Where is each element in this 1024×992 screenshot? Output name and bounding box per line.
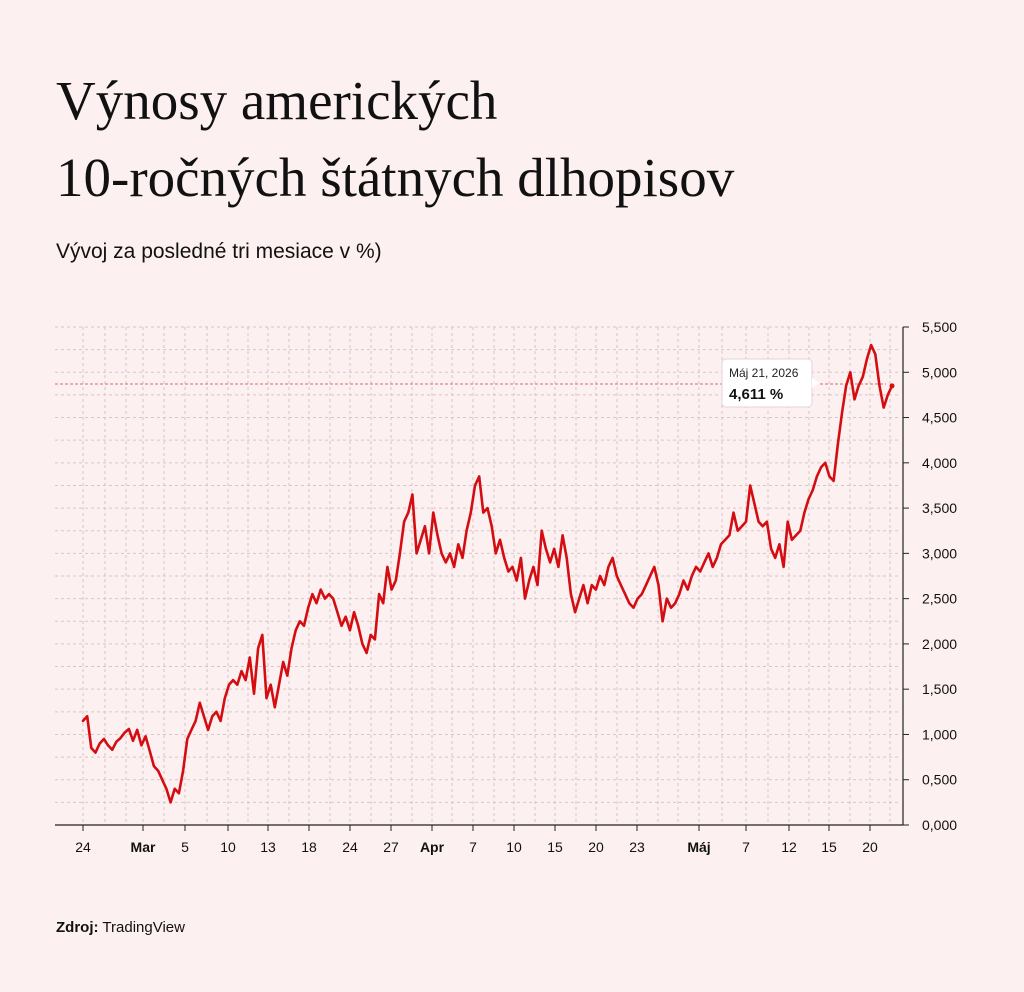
tooltip-value: 4,611 % <box>729 386 783 403</box>
x-tick-label: 24 <box>342 839 358 855</box>
y-tick-label: 1,000 <box>922 726 957 742</box>
x-tick-label: Mar <box>131 839 156 855</box>
tooltip-pointer <box>812 378 820 388</box>
x-tick-label: 18 <box>301 839 317 855</box>
source-note: Zdroj: TradingView <box>56 919 185 936</box>
x-tick-label: Apr <box>420 839 445 855</box>
y-tick-label: 5,000 <box>922 364 957 380</box>
y-tick-label: 2,000 <box>922 636 957 652</box>
series-line <box>81 343 894 804</box>
x-tick-label: 12 <box>781 839 797 855</box>
y-tick-label: 1,500 <box>922 681 957 697</box>
y-tick-label: 3,000 <box>922 545 957 561</box>
x-tick-label: 15 <box>547 839 563 855</box>
tooltip: Máj 21, 2026 4,611 % <box>721 358 820 408</box>
x-tick-label: 13 <box>260 839 276 855</box>
x-tick-label: 10 <box>506 839 522 855</box>
chart-title: Výnosy amerických 10-ročných štátnych dl… <box>56 62 956 216</box>
x-tick-label: 7 <box>469 839 477 855</box>
source-value: TradingView <box>102 919 185 936</box>
y-tick-label: 4,000 <box>922 455 957 471</box>
y-tick-label: 0,000 <box>922 817 957 833</box>
x-tick-label: 23 <box>629 839 645 855</box>
x-tick-label: 7 <box>742 839 750 855</box>
x-tick-label: 15 <box>821 839 837 855</box>
x-tick-label: 24 <box>75 839 91 855</box>
y-tick-label: 4,500 <box>922 410 957 426</box>
x-tick-label: 27 <box>383 839 399 855</box>
chart-subtitle: Vývoj za posledné tri mesiace v %) <box>56 240 382 263</box>
y-tick-label: 5,500 <box>922 319 957 335</box>
x-tick-label: 20 <box>588 839 604 855</box>
title-line-2: 10-ročných štátnych dlhopisov <box>56 147 735 208</box>
tooltip-date: Máj 21, 2026 <box>729 366 799 380</box>
x-tick-label: Máj <box>687 839 710 855</box>
y-tick-label: 0,500 <box>922 772 957 788</box>
x-tick-label: 10 <box>220 839 236 855</box>
chart-area: 0,000 0,500 1,000 1,500 2,000 2,500 3,000 3,500… <box>55 319 957 855</box>
y-tick-label: 3,500 <box>922 500 957 516</box>
x-tick-label: 20 <box>862 839 878 855</box>
source-label: Zdroj: <box>56 919 99 936</box>
title-line-1: Výnosy amerických <box>56 70 498 131</box>
x-tick-label: 5 <box>181 839 189 855</box>
y-tick-label: 2,500 <box>922 591 957 607</box>
last-point-marker <box>889 383 895 389</box>
